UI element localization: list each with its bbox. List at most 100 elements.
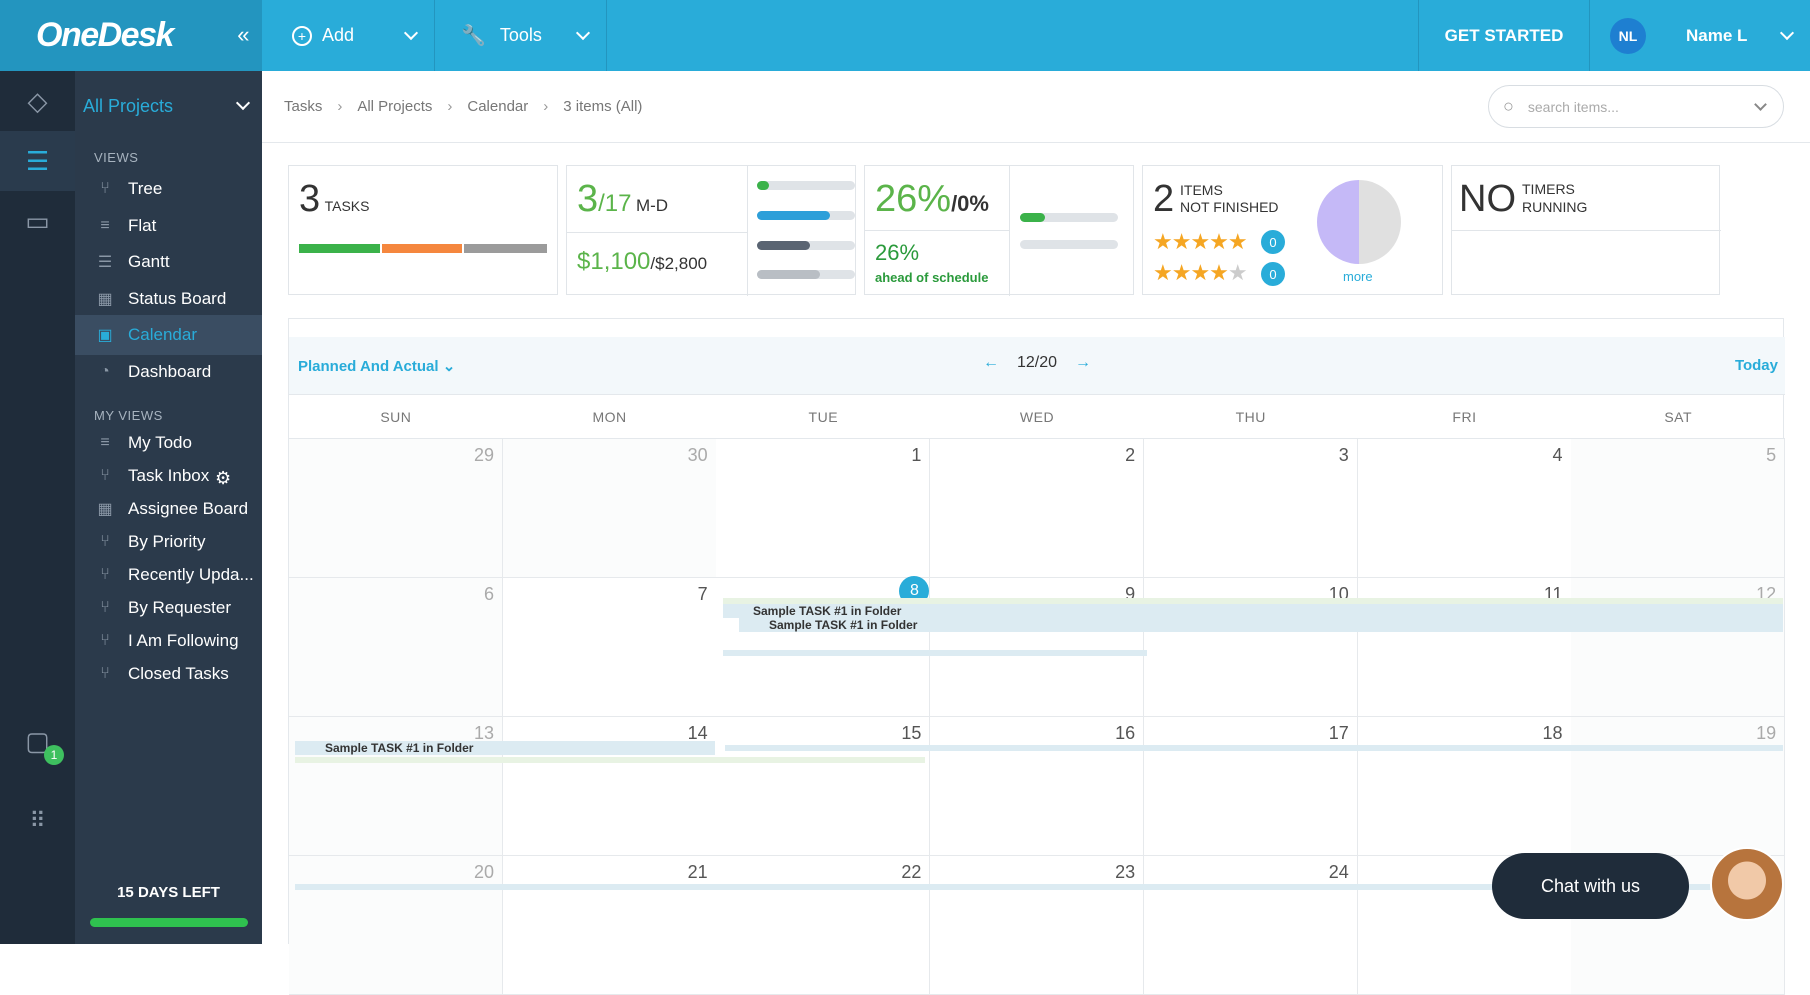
chevron-down-icon [403,25,419,40]
list-icon: ≡ [100,216,110,234]
task-bar[interactable] [723,598,1783,604]
filled-stars: ★★★★ [1153,260,1229,285]
rating-count[interactable]: 0 [1261,230,1285,254]
projects-icon[interactable]: ▭ [25,205,50,236]
task-bar[interactable]: Sample TASK #1 in Folder [739,618,1783,632]
calendar-day[interactable]: 21 [502,856,717,995]
progress-bar [757,211,855,220]
calendar-day[interactable]: 1 [716,439,931,578]
calendar-day[interactable]: 13 [289,717,503,856]
calendar-day[interactable]: 20 [289,856,503,995]
calendar-day[interactable]: 3 [1143,439,1358,578]
month-nav: ← 12/20 → [289,354,1785,372]
day-of-week-header: TUE [808,409,839,425]
breadcrumb-item[interactable]: Tasks [284,98,323,115]
more-link[interactable]: more [1343,269,1373,284]
tasks-bar-segment [381,244,463,253]
today-button[interactable]: Today [1734,357,1778,374]
calendar-day[interactable]: 4 [1357,439,1572,578]
sidebar-item-tree[interactable]: ⑂ Tree [75,169,262,209]
calendar-day[interactable]: 30 [502,439,717,578]
chat-with-us-button[interactable]: Chat with us [1492,853,1689,919]
completion-card[interactable]: 26%/0% 26% ahead of schedule [864,165,1134,296]
task-bar[interactable] [725,745,1783,751]
calendar-day[interactable]: 7 [502,578,717,717]
search-input[interactable]: ○ search items... [1488,85,1784,128]
tasks-icon[interactable]: ☰ [0,131,75,191]
view-mode-dropdown[interactable]: Planned And Actual ⌄ [298,357,455,375]
calendar-day[interactable]: 29 [289,439,503,578]
timers-label: TIMERS [1522,181,1575,197]
prev-month-arrow-icon[interactable]: ← [982,354,999,371]
sidebar-item-by-priority[interactable]: ⑂ By Priority [75,522,262,562]
sidebar-item-task-inbox[interactable]: ⑂ Task Inbox [75,456,262,496]
progress-fill [1020,213,1046,222]
sidebar-item-gantt[interactable]: ☰ Gantt [75,242,262,282]
sidebar-item-dashboard[interactable]: ◔ Dashboard [75,352,262,392]
task-bar[interactable]: Sample TASK #1 in Folder [723,604,1783,618]
calendar-day[interactable]: 19 [1571,717,1786,856]
calendar-day[interactable]: 17 [1143,717,1358,856]
chat-badge: 1 [44,745,64,765]
timers-status: NO [1459,178,1516,220]
tools-button[interactable]: 🔧 Tools [435,0,607,71]
apps-grid-icon[interactable]: ⠿ [29,808,46,833]
trial-days-left: 15 DAYS LEFT [117,884,220,901]
rating-count[interactable]: 0 [1261,262,1285,286]
day-of-week-header: WED [1019,409,1055,425]
chevron-down-icon [575,25,591,40]
calendar-day[interactable]: 14 [502,717,717,856]
not-finished-label: NOT FINISHED [1180,199,1279,215]
add-button[interactable]: + Add [262,0,435,71]
divider [567,232,747,233]
next-month-arrow-icon[interactable]: → [1075,354,1092,371]
calendar-day[interactable]: 2 [930,439,1145,578]
collapse-sidebar-icon[interactable]: « [237,22,249,47]
breadcrumb-item[interactable]: All Projects [357,98,433,115]
sidebar-item-i-am-following[interactable]: ⑂ I Am Following [75,621,262,661]
day-number: 18 [1542,723,1563,743]
calendar-day[interactable]: 16 [930,717,1145,856]
sidebar-item-assignee-board[interactable]: ▦ Assignee Board [75,489,262,529]
calendar-day[interactable]: 24 [1143,856,1358,995]
sidebar-item-label: Tree [128,179,163,198]
timers-card[interactable]: NO TIMERS RUNNING [1451,165,1721,295]
sidebar-item-closed-tasks[interactable]: ⑂ Closed Tasks [75,654,262,694]
sidebar-item-my-todo[interactable]: ≡ My Todo [75,423,262,463]
sidebar-item-flat[interactable]: ≡ Flat [75,206,262,246]
task-bar[interactable] [723,650,1147,656]
get-started-button[interactable]: GET STARTED [1418,0,1590,71]
task-bar[interactable]: Sample TASK #1 in Folder [295,741,715,755]
sidebar-item-label: Closed Tasks [128,664,229,683]
project-selector[interactable]: All Projects [75,71,262,141]
calendar-day[interactable]: 23 [930,856,1145,995]
calendar-day[interactable]: 15 [716,717,931,856]
tree-icon: ⑂ [100,533,110,550]
tasks-card[interactable]: 3 TASKS [288,165,558,295]
priority-card[interactable]: 2 ITEMS NOT FINISHED ★★★★★ 0 ★★★★★ 0 mor… [1142,165,1443,295]
sidebar-item-calendar[interactable]: ▣ Calendar [75,315,262,355]
sidebar-item-status-board[interactable]: ▦ Status Board [75,279,262,319]
calendar-day[interactable]: 22 [716,856,931,995]
support-agent-avatar[interactable] [1710,847,1784,921]
day-of-week-header: FRI [1452,409,1477,425]
sidebar-item-by-requester[interactable]: ⑂ By Requester [75,588,262,628]
sidebar-item-recently-upda[interactable]: ⑂ Recently Upda... [75,555,262,595]
calendar-day[interactable]: 5 [1571,439,1786,578]
sidebar-item-label: Gantt [128,252,170,271]
messages-icon[interactable]: ▢ [25,725,50,756]
calendar-day[interactable]: 6 [289,578,503,717]
effort-card[interactable]: 3/17 M-D $1,100/$2,800 [566,165,856,296]
sliders-icon[interactable]: ⚙ [215,468,232,488]
calendar-day[interactable]: 18 [1357,717,1572,856]
task-bar[interactable] [295,884,1783,890]
calendar-icon: ▣ [97,327,113,344]
progress-fill [757,270,820,279]
breadcrumb-item[interactable]: Calendar [467,98,529,115]
day-of-week-header: SAT [1664,409,1693,425]
tickets-icon[interactable]: ◇ [27,85,48,116]
user-menu[interactable]: NL Name L [1590,0,1810,71]
divider [1452,230,1721,231]
task-bar[interactable] [295,757,925,763]
logo[interactable]: OneDesk « [0,0,262,71]
